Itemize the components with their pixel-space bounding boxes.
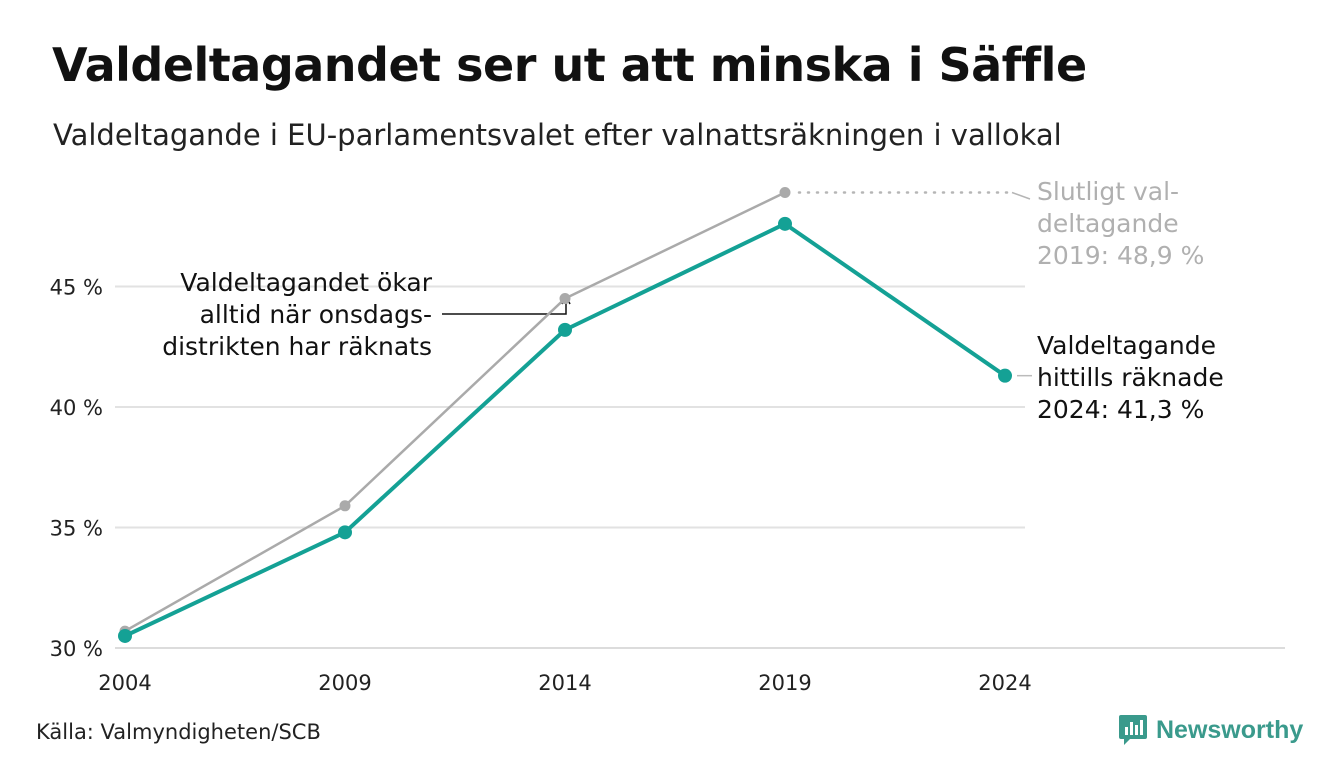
data-point-current (998, 368, 1012, 383)
onsdag-arrow-line (442, 300, 567, 315)
y-tick-label: 45 % (50, 276, 103, 300)
annotations: Slutligt val-deltagande 2019: 48,9 % Valde… (162, 177, 1223, 424)
final-2019-label-line: Slutligt val- (1037, 177, 1179, 206)
y-tick-label: 40 % (50, 396, 103, 420)
current-2024-label-line: Valdeltagande (1037, 331, 1216, 360)
chart-title: Valdeltagandet ser ut att minska i Säffl… (52, 38, 1087, 92)
data-point-current (338, 525, 352, 540)
series (118, 187, 1012, 643)
brand-logo: Newsworthy (1118, 712, 1303, 748)
x-tick-label: 2014 (538, 671, 591, 695)
final-2019-label-line: 2019: 48,9 % (1037, 241, 1204, 270)
data-point-current (778, 216, 792, 231)
series-line-final (123, 191, 787, 633)
x-tick-label: 2019 (758, 671, 811, 695)
onsdag-note-line: Valdeltagandet ökar (180, 268, 432, 297)
onsdag-note-line: distrikten har räknats (162, 332, 432, 361)
current-2024-label-line: 2024: 41,3 % (1037, 395, 1204, 424)
data-point-final (779, 187, 791, 199)
data-point-current (558, 322, 572, 337)
x-tick-label: 2024 (978, 671, 1031, 695)
data-point-final (339, 500, 351, 512)
x-axis: 2004 2009 2014 2019 2024 (98, 671, 1031, 695)
final-2019-label: Slutligt val-deltagande 2019: 48,9 % (1037, 177, 1204, 270)
onsdag-note-line: alltid när onsdags- (200, 300, 432, 329)
x-tick-label: 2009 (318, 671, 371, 695)
source-note: Källa: Valmyndigheten/SCB (36, 720, 321, 744)
current-2024-label: Valdeltagande hittills räknade 2024: 41,3 … (1037, 331, 1224, 424)
bar-chart-logo-icon (1119, 715, 1147, 745)
y-tick-label: 35 % (50, 517, 103, 541)
brand-name: Newsworthy (1156, 715, 1304, 744)
final-2019-label-line: deltagande (1037, 209, 1179, 238)
y-axis: 30 % 35 % 40 % 45 % (50, 276, 103, 662)
x-tick-label: 2004 (98, 671, 151, 695)
chart-subtitle: Valdeltagande i EU-parlamentsvalet efter… (53, 118, 1062, 152)
current-2024-label-line: hittills räknade (1037, 363, 1224, 392)
onsdag-note: Valdeltagandet ökar alltid när onsdags-di… (162, 268, 432, 361)
y-tick-label: 30 % (50, 637, 103, 661)
data-point-current (118, 628, 132, 643)
final-2019-leader-tick (1011, 191, 1031, 200)
data-point-final (559, 293, 571, 305)
